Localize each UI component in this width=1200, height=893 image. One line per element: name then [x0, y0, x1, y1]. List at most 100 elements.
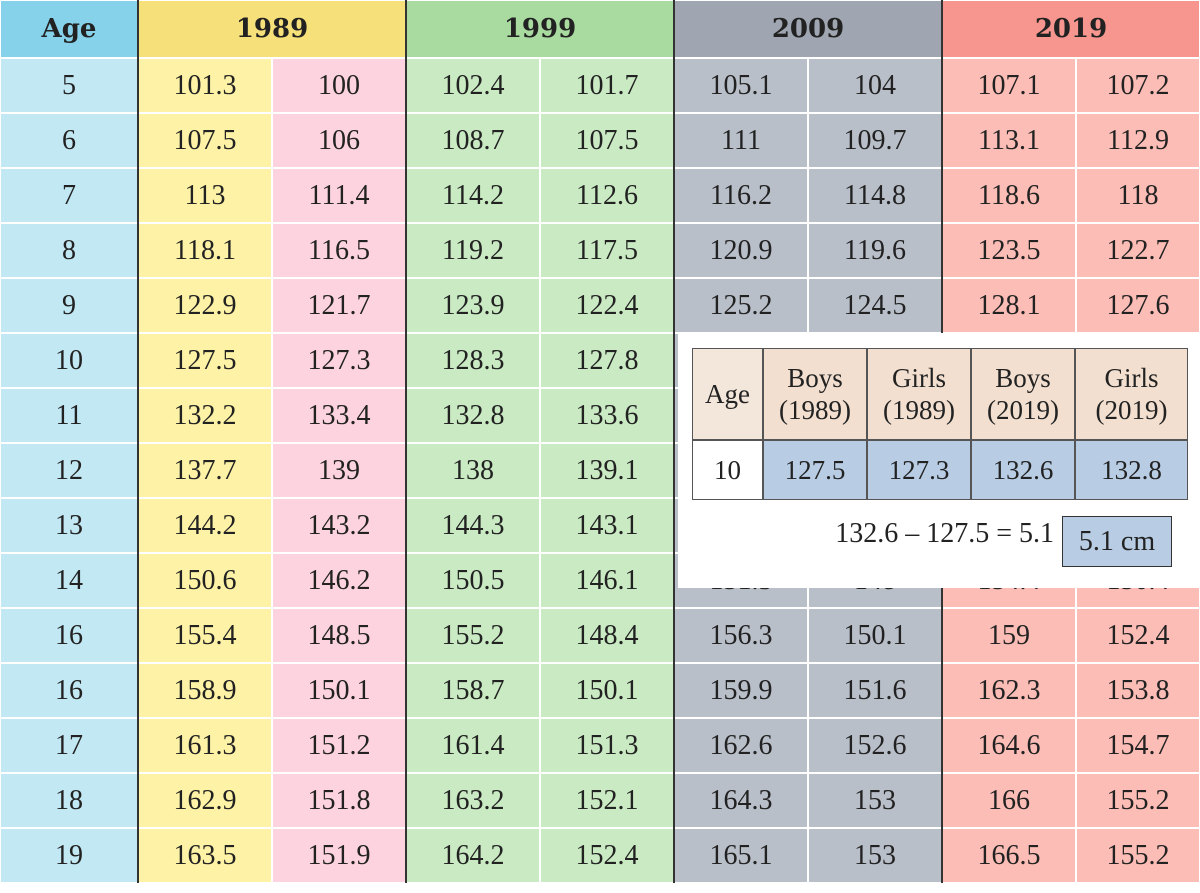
value-cell: 165.1: [674, 828, 808, 883]
callout-header-cell: Girls (1989): [867, 348, 971, 440]
callout-header-line: Boys: [995, 362, 1051, 393]
value-cell: 143.2: [272, 498, 406, 553]
value-cell: 111.4: [272, 168, 406, 223]
callout-header-line: (1989): [883, 395, 955, 425]
value-cell: 105.1: [674, 58, 808, 113]
value-cell: 116.2: [674, 168, 808, 223]
callout-header-line: (2019): [987, 395, 1059, 425]
value-cell: 133.4: [272, 388, 406, 443]
value-cell: 148.4: [540, 608, 674, 663]
value-cell: 164.3: [674, 773, 808, 828]
value-cell: 144.2: [138, 498, 272, 553]
value-cell: 150.1: [808, 608, 942, 663]
value-cell: 107.5: [540, 113, 674, 168]
age-cell: 12: [0, 443, 138, 498]
age-cell: 8: [0, 223, 138, 278]
value-cell: 166: [942, 773, 1076, 828]
value-cell: 101.3: [138, 58, 272, 113]
value-cell: 152.1: [540, 773, 674, 828]
value-cell: 150.1: [272, 663, 406, 718]
value-cell: 111: [674, 113, 808, 168]
callout-header-line: Boys: [787, 362, 843, 393]
value-cell: 162.9: [138, 773, 272, 828]
value-cell: 119.6: [808, 223, 942, 278]
value-cell: 162.6: [674, 718, 808, 773]
value-cell: 154.7: [1076, 718, 1200, 773]
value-cell: 127.6: [1076, 278, 1200, 333]
value-cell: 102.4: [406, 58, 540, 113]
callout-header-cell: Boys (1989): [763, 348, 867, 440]
value-cell: 166.5: [942, 828, 1076, 883]
age-cell: 10: [0, 333, 138, 388]
value-cell: 158.9: [138, 663, 272, 718]
value-cell: 146.1: [540, 553, 674, 608]
value-cell: 128.1: [942, 278, 1076, 333]
value-cell: 118.1: [138, 223, 272, 278]
value-cell: 107.1: [942, 58, 1076, 113]
callout-header-line: Girls: [1104, 362, 1159, 393]
value-cell: 161.3: [138, 718, 272, 773]
value-cell: 113: [138, 168, 272, 223]
header-cell: 2019: [942, 0, 1200, 58]
value-cell: 123.5: [942, 223, 1076, 278]
value-cell: 124.5: [808, 278, 942, 333]
value-cell: 151.9: [272, 828, 406, 883]
age-cell: 9: [0, 278, 138, 333]
value-cell: 138: [406, 443, 540, 498]
value-cell: 119.2: [406, 223, 540, 278]
value-cell: 139.1: [540, 443, 674, 498]
value-cell: 152.6: [808, 718, 942, 773]
header-cell: 1989: [138, 0, 406, 58]
value-cell: 146.2: [272, 553, 406, 608]
value-cell: 151.8: [272, 773, 406, 828]
value-cell: 137.7: [138, 443, 272, 498]
value-cell: 121.7: [272, 278, 406, 333]
value-cell: 159.9: [674, 663, 808, 718]
value-cell: 163.2: [406, 773, 540, 828]
value-cell: 118.6: [942, 168, 1076, 223]
value-cell: 122.9: [138, 278, 272, 333]
value-cell: 127.3: [272, 333, 406, 388]
value-cell: 112.6: [540, 168, 674, 223]
value-cell: 139: [272, 443, 406, 498]
equation: 132.6 – 127.5 = 5.1: [835, 518, 1054, 549]
value-cell: 112.9: [1076, 113, 1200, 168]
value-cell: 151.6: [808, 663, 942, 718]
value-cell: 155.2: [1076, 828, 1200, 883]
age-cell: 6: [0, 113, 138, 168]
value-cell: 164.2: [406, 828, 540, 883]
value-cell: 123.9: [406, 278, 540, 333]
callout-header-line: Girls: [892, 362, 946, 393]
value-cell: 144.3: [406, 498, 540, 553]
value-cell: 108.7: [406, 113, 540, 168]
age-cell: 13: [0, 498, 138, 553]
age-cell: 17: [0, 718, 138, 773]
age-cell: 16: [0, 608, 138, 663]
header-cell: 1999: [406, 0, 674, 58]
callout-value-cell: 132.6: [971, 440, 1075, 500]
value-cell: 127.8: [540, 333, 674, 388]
value-cell: 151.3: [540, 718, 674, 773]
value-cell: 143.1: [540, 498, 674, 553]
value-cell: 122.4: [540, 278, 674, 333]
value-cell: 133.6: [540, 388, 674, 443]
callout-value-cell: 127.3: [867, 440, 971, 500]
value-cell: 162.3: [942, 663, 1076, 718]
value-cell: 155.2: [1076, 773, 1200, 828]
value-cell: 101.7: [540, 58, 674, 113]
value-cell: 117.5: [540, 223, 674, 278]
divider: [137, 0, 139, 883]
value-cell: 153: [808, 773, 942, 828]
value-cell: 118: [1076, 168, 1200, 223]
value-cell: 128.3: [406, 333, 540, 388]
value-cell: 155.4: [138, 608, 272, 663]
value-cell: 151.2: [272, 718, 406, 773]
callout-header-cell: Girls (2019): [1075, 348, 1188, 440]
age-cell: 19: [0, 828, 138, 883]
value-cell: 107.2: [1076, 58, 1200, 113]
value-cell: 152.4: [540, 828, 674, 883]
callout-value-cell: 132.8: [1075, 440, 1188, 500]
callout-header-cell: Age: [692, 348, 763, 440]
age-cell: 16: [0, 663, 138, 718]
